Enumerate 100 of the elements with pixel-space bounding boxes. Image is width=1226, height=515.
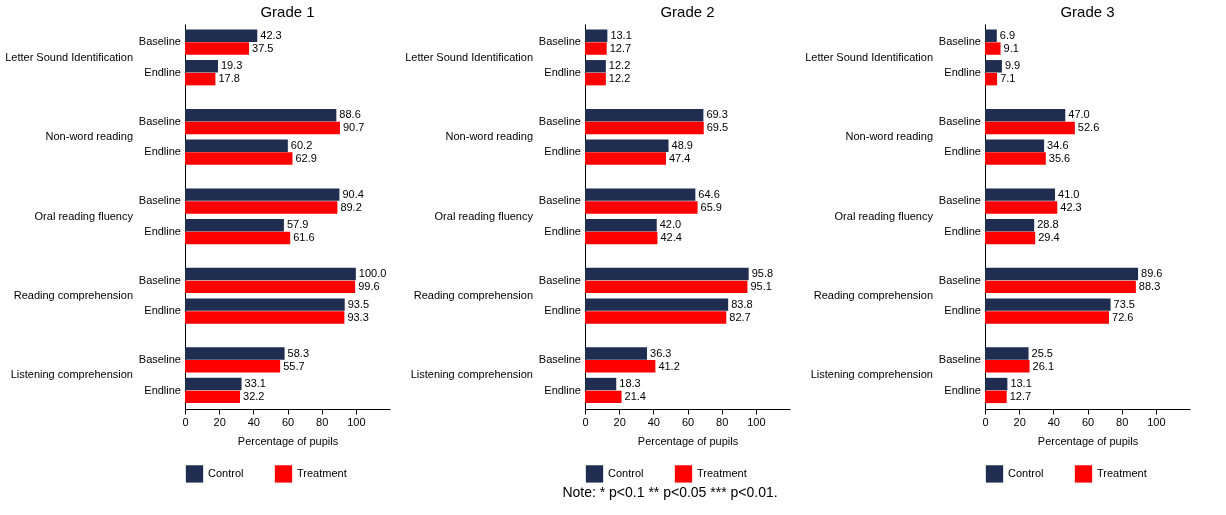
legend-label: Control: [1008, 466, 1044, 479]
data-label: 57.9: [286, 218, 309, 231]
data-label: 60.2: [290, 138, 313, 151]
y-tick-label: Endline: [944, 383, 981, 396]
y-tick-label: Endline: [944, 145, 981, 158]
data-label: 89.6: [1141, 267, 1163, 280]
y-tick-label: Endline: [144, 304, 181, 317]
x-tick-label: 20: [1013, 415, 1026, 428]
text: Listening comprehension: [810, 368, 933, 381]
chart-title: Grade 3: [1060, 3, 1115, 20]
data-label: 34.6: [1047, 138, 1069, 151]
data-label: 88.6: [339, 108, 361, 121]
data-label: 100.0: [358, 267, 387, 280]
data-label: 95.8: [751, 267, 774, 280]
data-label: 42.0: [659, 218, 682, 231]
x-tick-label: 40: [247, 415, 260, 428]
x-tick-label: 0: [582, 415, 589, 428]
text: Oral reading fluency: [834, 209, 934, 222]
text: Reading comprehension: [813, 288, 933, 301]
x-tick-label: 100: [1147, 415, 1166, 428]
data-label: 12.2: [608, 72, 631, 85]
data-label: 93.3: [347, 310, 369, 323]
y-tick-label: Baseline: [538, 114, 581, 127]
data-label: 47.4: [668, 151, 691, 164]
legend-label: Control: [608, 466, 644, 479]
data-label: 29.4: [1038, 231, 1060, 244]
data-label: 37.5: [252, 41, 274, 54]
x-tick-label: 0: [182, 415, 189, 428]
y-tick-label: Endline: [144, 145, 181, 158]
y-tick-label: Baseline: [138, 353, 181, 366]
data-label: 62.9: [295, 151, 317, 164]
chart-title: Grade 2: [660, 3, 715, 20]
y-tick-label: Baseline: [138, 273, 181, 286]
legend-label: Treatment: [297, 466, 347, 479]
data-label: 18.3: [619, 377, 641, 390]
y-tick-label: Endline: [544, 145, 581, 158]
text: Letter Sound Identification: [805, 50, 933, 63]
y-tick-label: Baseline: [538, 194, 581, 207]
x-axis-title: Percentage of pupils: [637, 434, 739, 447]
data-label: 95.1: [750, 280, 772, 293]
data-label: 17.8: [218, 72, 240, 85]
legend-label: Treatment: [1097, 466, 1147, 479]
x-tick-label: 40: [647, 415, 660, 428]
y-tick-label: Endline: [544, 65, 581, 78]
y-tick-label: Baseline: [938, 114, 981, 127]
data-label: 88.3: [1138, 280, 1161, 293]
y-tick-label: Endline: [944, 65, 981, 78]
data-label: 82.7: [729, 310, 751, 323]
x-tick-label: 40: [1047, 415, 1060, 428]
x-tick-label: 60: [681, 415, 695, 428]
data-label: 32.2: [243, 390, 265, 403]
data-label: 83.8: [731, 297, 753, 310]
data-label: 6.9: [999, 28, 1016, 41]
data-label: 21.4: [624, 390, 646, 403]
y-tick-label: Endline: [144, 65, 181, 78]
text: Non-word reading: [445, 130, 533, 143]
text: Letter Sound Identification: [5, 50, 133, 63]
data-label: 52.6: [1077, 121, 1100, 134]
y-tick-label: Endline: [944, 224, 981, 237]
y-tick-label: Baseline: [938, 273, 981, 286]
y-tick-label: Baseline: [138, 114, 181, 127]
y-tick-label: Baseline: [538, 273, 581, 286]
data-label: 9.1: [1003, 41, 1019, 54]
data-label: 19.3: [220, 59, 243, 72]
data-label: 58.3: [287, 346, 310, 359]
data-label: 42.4: [660, 231, 682, 244]
chart-title: Grade 1: [260, 3, 315, 20]
data-label: 48.9: [671, 138, 693, 151]
data-label: 35.6: [1048, 151, 1071, 164]
y-tick-label: Endline: [544, 224, 581, 237]
data-label: 13.1: [610, 28, 632, 41]
y-tick-label: Endline: [944, 304, 981, 317]
y-tick-label: Baseline: [138, 35, 181, 48]
x-axis-title: Percentage of pupils: [237, 434, 339, 447]
data-label: 12.7: [1009, 390, 1032, 403]
x-tick-label: 60: [281, 415, 295, 428]
x-tick-label: 80: [1116, 415, 1129, 428]
x-tick-label: 100: [347, 415, 366, 428]
y-tick-label: Baseline: [538, 35, 581, 48]
y-tick-label: Baseline: [938, 353, 981, 366]
data-label: 13.1: [1010, 377, 1032, 390]
data-label: 89.2: [340, 200, 362, 213]
y-tick-label: Endline: [144, 224, 181, 237]
y-tick-label: Endline: [144, 383, 181, 396]
text: Oral reading fluency: [34, 209, 134, 222]
text: Letter Sound Identification: [405, 50, 533, 63]
text: Non-word reading: [45, 130, 133, 143]
data-label: 64.6: [698, 187, 720, 200]
data-label: 12.2: [608, 59, 631, 72]
data-label: 25.5: [1031, 346, 1053, 359]
data-label: 69.5: [706, 121, 729, 134]
data-label: 41.0: [1058, 187, 1080, 200]
data-label: 61.6: [293, 231, 315, 244]
data-label: 69.3: [706, 108, 728, 121]
data-label: 26.1: [1032, 359, 1055, 372]
text: Reading comprehension: [13, 288, 133, 301]
x-tick-label: 20: [213, 415, 226, 428]
x-tick-label: 0: [982, 415, 989, 428]
data-label: 12.7: [609, 41, 632, 54]
text: Non-word reading: [845, 130, 933, 143]
